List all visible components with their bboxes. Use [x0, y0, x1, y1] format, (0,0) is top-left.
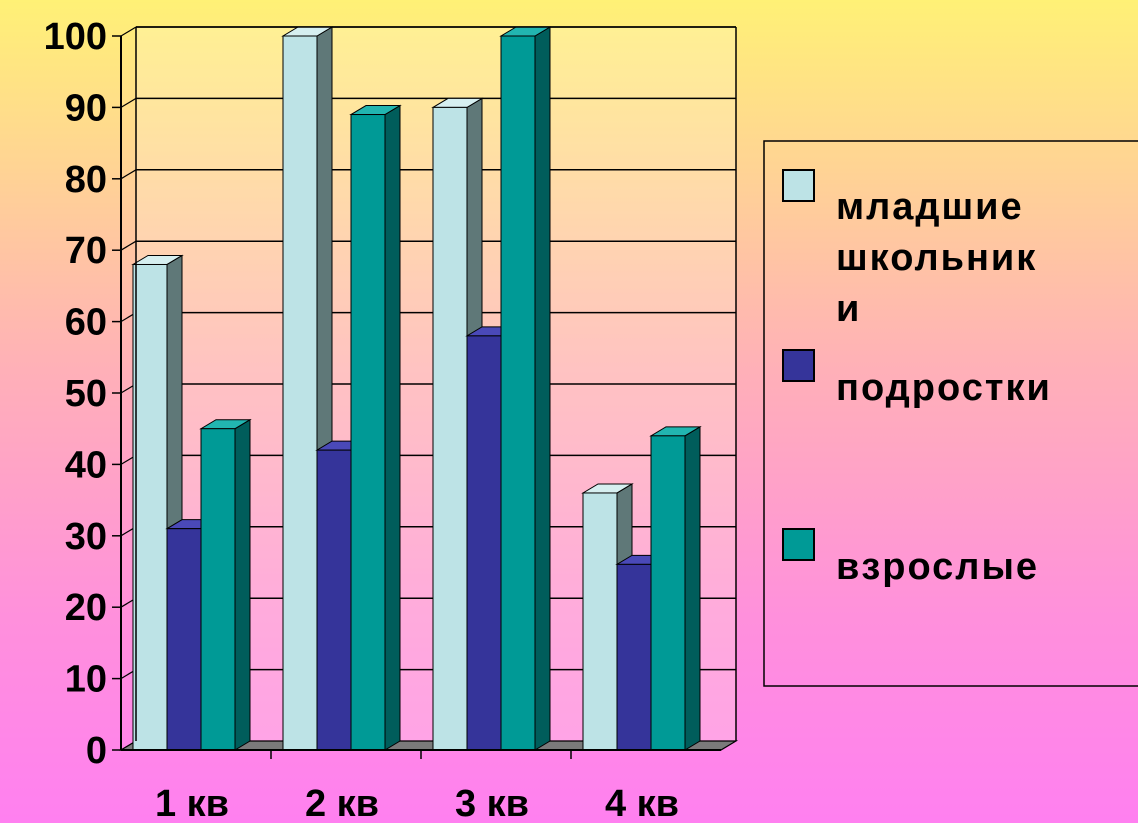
y-tick-label: 10	[65, 659, 107, 701]
y-tick-label: 90	[65, 87, 107, 129]
legend-label: взрослые	[836, 546, 1039, 588]
bar-side	[384, 104, 401, 751]
legend: младшие школьник и подростки взрослые	[763, 140, 1138, 687]
y-axis-ticks: 0 10 20 30 40 50 60 70 80 90 100	[44, 16, 121, 772]
bar	[649, 425, 702, 751]
bar-side	[684, 425, 701, 751]
bar-side	[534, 26, 551, 751]
y-tick-label: 50	[65, 373, 107, 415]
legend-swatch	[782, 169, 815, 202]
bar-front	[316, 449, 352, 751]
legend-box	[763, 140, 1138, 687]
bar-front	[350, 114, 386, 751]
x-tick-label: 3 кв	[455, 783, 529, 823]
y-tick-label: 20	[65, 587, 107, 629]
y-tick-label: 70	[65, 230, 107, 272]
gridline-wall	[120, 97, 137, 108]
bar-front	[132, 263, 168, 751]
bar	[349, 104, 402, 751]
y-tick-label: 40	[65, 444, 107, 486]
legend-label: младшие	[836, 186, 1024, 228]
gridline-wall	[120, 26, 137, 37]
bar-front	[616, 563, 652, 751]
legend-swatch	[782, 528, 815, 561]
bar	[499, 26, 552, 751]
legend-label: подростки	[836, 367, 1052, 409]
bar-front	[650, 435, 686, 751]
gridline-wall	[120, 240, 137, 251]
bar-front	[200, 428, 236, 751]
legend-label: школьник	[836, 237, 1037, 279]
y-tick-label: 30	[65, 516, 107, 558]
y-tick-label: 100	[44, 16, 107, 58]
x-tick-label: 1 кв	[155, 783, 229, 823]
x-axis-ticks: 1 кв 2 кв 3 кв 4 кв	[155, 750, 679, 823]
bar-front	[166, 528, 202, 751]
legend-swatch	[782, 349, 815, 382]
bars	[131, 26, 702, 751]
legend-label: и	[836, 288, 861, 330]
bar	[199, 418, 252, 751]
y-tick-label: 60	[65, 302, 107, 344]
bar-front	[582, 492, 618, 751]
y-tick-label: 80	[65, 159, 107, 201]
bar-front	[500, 35, 536, 751]
x-tick-label: 4 кв	[605, 783, 679, 823]
gridline-wall	[120, 169, 137, 180]
bar-front	[466, 335, 502, 751]
y-tick-label: 0	[86, 730, 107, 772]
bar-front	[282, 35, 318, 751]
bar-front	[432, 106, 468, 751]
x-tick-label: 2 кв	[305, 783, 379, 823]
bar	[131, 254, 184, 751]
bar-side	[234, 418, 251, 751]
